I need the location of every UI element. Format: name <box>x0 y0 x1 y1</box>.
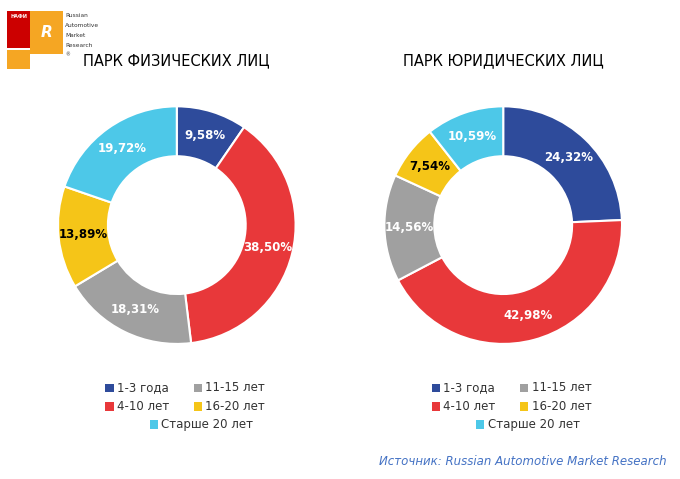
Wedge shape <box>65 106 177 203</box>
Wedge shape <box>384 175 442 280</box>
Text: 10,59%: 10,59% <box>448 130 497 143</box>
Wedge shape <box>177 106 244 168</box>
Text: 1-3 года: 1-3 года <box>443 381 495 395</box>
Text: 24,32%: 24,32% <box>543 151 593 164</box>
Text: Старше 20 лет: Старше 20 лет <box>488 418 579 431</box>
Text: 42,98%: 42,98% <box>503 309 552 322</box>
Text: Automotive: Automotive <box>65 23 99 28</box>
Text: 11-15 лет: 11-15 лет <box>205 381 265 395</box>
Bar <box>31 11 63 55</box>
Text: R: R <box>41 25 52 40</box>
Text: 1-3 года: 1-3 года <box>117 381 169 395</box>
Text: Russian: Russian <box>65 13 88 18</box>
Text: ®: ® <box>65 53 70 57</box>
Text: 4-10 лет: 4-10 лет <box>117 399 169 413</box>
Text: 13,89%: 13,89% <box>59 228 108 241</box>
Wedge shape <box>503 106 622 222</box>
Text: Источник: Russian Automotive Market Research: Источник: Russian Automotive Market Rese… <box>379 456 666 468</box>
Text: 9,58%: 9,58% <box>184 129 225 142</box>
Wedge shape <box>185 127 296 343</box>
Text: 11-15 лет: 11-15 лет <box>532 381 592 395</box>
Wedge shape <box>430 106 503 171</box>
Text: 38,50%: 38,50% <box>243 241 292 254</box>
Text: 18,31%: 18,31% <box>111 303 160 316</box>
Text: 4-10 лет: 4-10 лет <box>443 399 496 413</box>
Title: ПАРК ЮРИДИЧЕСКИХ ЛИЦ: ПАРК ЮРИДИЧЕСКИХ ЛИЦ <box>403 54 604 68</box>
Text: Старше 20 лет: Старше 20 лет <box>161 418 253 431</box>
Text: Research: Research <box>65 43 92 48</box>
Text: 16-20 лет: 16-20 лет <box>205 399 265 413</box>
Wedge shape <box>58 186 118 286</box>
Bar <box>7 11 31 48</box>
Wedge shape <box>398 220 622 344</box>
Bar <box>7 50 31 69</box>
Wedge shape <box>395 132 460 196</box>
Title: ПАРК ФИЗИЧЕСКИХ ЛИЦ: ПАРК ФИЗИЧЕСКИХ ЛИЦ <box>84 54 270 68</box>
Text: Market: Market <box>65 34 86 38</box>
Text: 19,72%: 19,72% <box>98 142 147 155</box>
Text: 16-20 лет: 16-20 лет <box>532 399 592 413</box>
Text: 7,54%: 7,54% <box>409 160 450 173</box>
Wedge shape <box>75 261 191 344</box>
Text: НАФИ: НАФИ <box>10 14 27 19</box>
Text: 14,56%: 14,56% <box>385 221 434 234</box>
